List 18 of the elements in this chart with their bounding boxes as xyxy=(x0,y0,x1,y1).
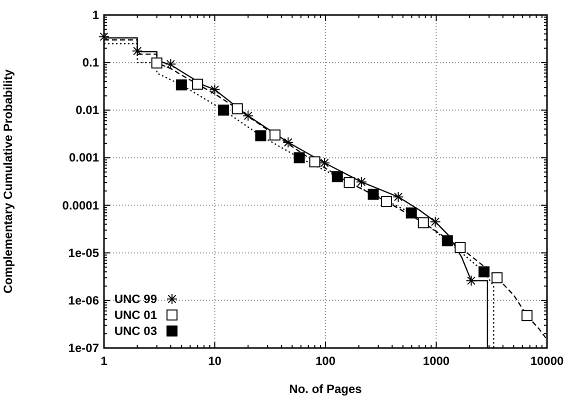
x-tick-label: 1000 xyxy=(422,354,450,368)
x-tick-label: 1 xyxy=(100,354,108,368)
legend-label: UNC 01 xyxy=(114,308,158,322)
y-axis-title: Complementary Cumulative Probability xyxy=(1,69,15,294)
y-tick-label: 1e-05 xyxy=(68,246,100,260)
legend-label: UNC 03 xyxy=(114,324,158,338)
x-tick-label: 10 xyxy=(208,354,222,368)
x-axis-title: No. of Pages xyxy=(289,382,362,396)
x-tick-label: 100 xyxy=(315,354,336,368)
y-tick-label: 0.0001 xyxy=(62,198,100,212)
x-tick-label: 10000 xyxy=(530,354,564,368)
y-tick-label: 1e-06 xyxy=(68,293,100,308)
y-tick-label: 0.001 xyxy=(68,150,100,165)
y-tick-label: 0.01 xyxy=(76,103,100,118)
y-tick-label: 1 xyxy=(92,8,100,22)
legend-label: UNC 99 xyxy=(114,292,158,306)
y-tick-label: 1e-07 xyxy=(68,341,100,355)
y-tick-label: 0.1 xyxy=(82,56,100,70)
